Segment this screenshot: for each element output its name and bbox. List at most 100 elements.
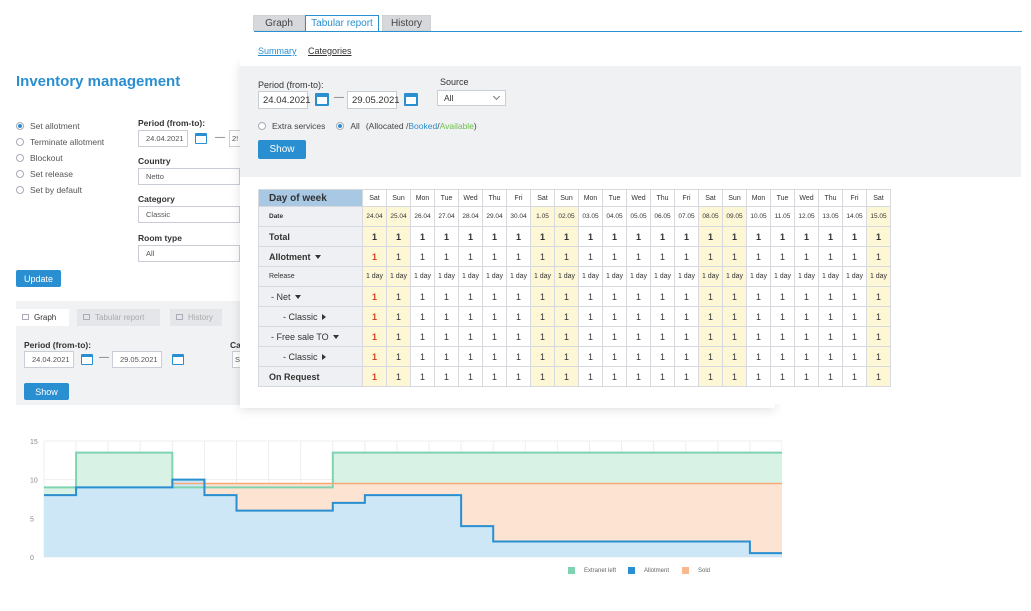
tab-label: Tabular report <box>95 313 145 322</box>
table-cell: 1 <box>794 226 819 247</box>
action-option[interactable]: Blockout <box>16 150 104 166</box>
lower-from-input[interactable]: 24.04.2021 <box>24 351 74 368</box>
table-cell: Sat <box>362 189 387 207</box>
category-select[interactable]: Classic <box>138 206 240 223</box>
legend-allotment: Allotment <box>628 567 669 574</box>
period-dash: — <box>99 352 109 363</box>
table-cell: 1 <box>386 246 411 267</box>
calendar-icon[interactable] <box>81 354 93 365</box>
subtab-summary[interactable]: Summary <box>258 46 297 56</box>
lower-tab-graph[interactable]: Graph <box>16 309 69 326</box>
table-cell: 1 <box>386 306 411 327</box>
table-row: On Request 1 1 1 1 1 1 1 1 1 1 1 1 1 1 1 1 1 1 1 1 1 1 <box>258 366 891 387</box>
table-cell: 1 <box>578 306 603 327</box>
radio-button[interactable] <box>16 186 24 194</box>
front-to-input[interactable]: 29.05.2021 <box>347 91 400 109</box>
table-cell: 1 <box>554 346 579 367</box>
table-cell: 1 day <box>578 266 603 287</box>
table-cell: 1 <box>746 226 771 247</box>
calendar-icon[interactable] <box>404 93 418 106</box>
table-cell: 1 day <box>554 266 579 287</box>
period-from-input[interactable]: 24.04.2021 <box>138 130 188 147</box>
tab-tabular-report[interactable]: Tabular report <box>305 15 379 32</box>
row-header: Total <box>258 226 363 247</box>
country-select[interactable]: Netto <box>138 168 240 185</box>
table-row: Total 1 1 1 1 1 1 1 1 1 1 1 1 1 1 1 1 1 1 1 1 1 1 <box>258 226 891 247</box>
update-button[interactable]: Update <box>16 270 61 287</box>
table-cell: 1 <box>578 326 603 347</box>
table-cell: Sat <box>530 189 555 207</box>
table-cell: 1 day <box>410 266 435 287</box>
table-row: Day of week Sat Sun Mon Tue Wed Thu Fri Sat Sun Mo… <box>258 189 891 207</box>
caret-down-icon[interactable] <box>294 295 301 300</box>
table-cell: 1 <box>362 286 387 307</box>
table-cell: 1 <box>698 246 723 267</box>
lower-to-input[interactable]: 29.05.2021 <box>112 351 162 368</box>
row-header[interactable]: - Free sale TO <box>258 326 363 347</box>
table-cell: 1 <box>794 326 819 347</box>
tab-graph[interactable]: Graph <box>253 15 305 31</box>
lower-tab-history[interactable]: History <box>170 309 222 326</box>
table-cell: 1 <box>650 346 675 367</box>
table-cell: 02.05 <box>554 206 579 227</box>
table-cell: 26.04 <box>410 206 435 227</box>
caret-right-icon[interactable] <box>321 354 326 361</box>
subtab-categories[interactable]: Categories <box>308 46 352 56</box>
y-tick-label: 10 <box>30 478 38 485</box>
radio-button[interactable] <box>16 170 24 178</box>
radio-button[interactable] <box>16 138 24 146</box>
table-cell: 1 <box>794 246 819 267</box>
row-header[interactable]: - Net <box>258 286 363 307</box>
table-cell: 1 <box>434 346 459 367</box>
tab-history[interactable]: History <box>382 15 431 31</box>
table-cell: 1 <box>602 226 627 247</box>
radio-button[interactable] <box>16 154 24 162</box>
table-cell: 28.04 <box>458 206 483 227</box>
table-cell: 1 day <box>866 266 891 287</box>
table-cell: Sun <box>554 189 579 207</box>
row-header[interactable]: - Classic <box>258 306 363 327</box>
action-option[interactable]: Set release <box>16 166 104 182</box>
table-cell: 1 <box>674 226 699 247</box>
calendar-icon[interactable] <box>195 133 207 144</box>
caret-down-icon[interactable] <box>314 255 321 260</box>
period-dash: — <box>215 132 225 143</box>
table-cell: 1 <box>674 326 699 347</box>
table-cell: Sat <box>866 189 891 207</box>
service-filter: Extra services All (Allocated / Booked /… <box>258 121 477 131</box>
table-cell: 12.05 <box>794 206 819 227</box>
row-header[interactable]: Allotment <box>258 246 363 267</box>
chevron-down-icon <box>492 92 501 101</box>
y-tick-label: 5 <box>30 516 34 523</box>
table-cell: 1 <box>842 326 867 347</box>
table-cell: Thu <box>818 189 843 207</box>
front-from-input[interactable]: 24.04.2021 <box>258 91 311 109</box>
table-cell: Sun <box>386 189 411 207</box>
source-select[interactable]: All <box>437 90 506 106</box>
table-cell: 1 <box>530 246 555 267</box>
table-cell: Tue <box>434 189 459 207</box>
table-cell: 1 <box>674 246 699 267</box>
action-option[interactable]: Terminate allotment <box>16 134 104 150</box>
table-cell: 25.04 <box>386 206 411 227</box>
room-type-select[interactable]: All <box>138 245 240 262</box>
table-cell: Mon <box>578 189 603 207</box>
tab-label: History <box>188 313 213 322</box>
calendar-icon[interactable] <box>315 93 329 106</box>
action-option-label: Terminate allotment <box>30 137 105 147</box>
table-cell: 04.05 <box>602 206 627 227</box>
extranet-left-line <box>44 451 782 489</box>
caret-down-icon[interactable] <box>332 335 339 340</box>
lower-tab-tabular[interactable]: Tabular report <box>77 309 160 326</box>
extra-services-radio[interactable] <box>258 122 266 130</box>
calendar-icon[interactable] <box>172 354 184 365</box>
table-cell: 1 day <box>626 266 651 287</box>
row-header[interactable]: - Classic <box>258 346 363 367</box>
caret-right-icon[interactable] <box>321 314 326 321</box>
all-radio[interactable] <box>336 122 345 130</box>
lower-show-button[interactable]: Show <box>24 383 69 400</box>
action-option[interactable]: Set allotment <box>16 118 104 134</box>
action-option[interactable]: Set by default <box>16 182 104 198</box>
radio-button[interactable] <box>16 122 24 130</box>
show-button[interactable]: Show <box>258 140 306 159</box>
